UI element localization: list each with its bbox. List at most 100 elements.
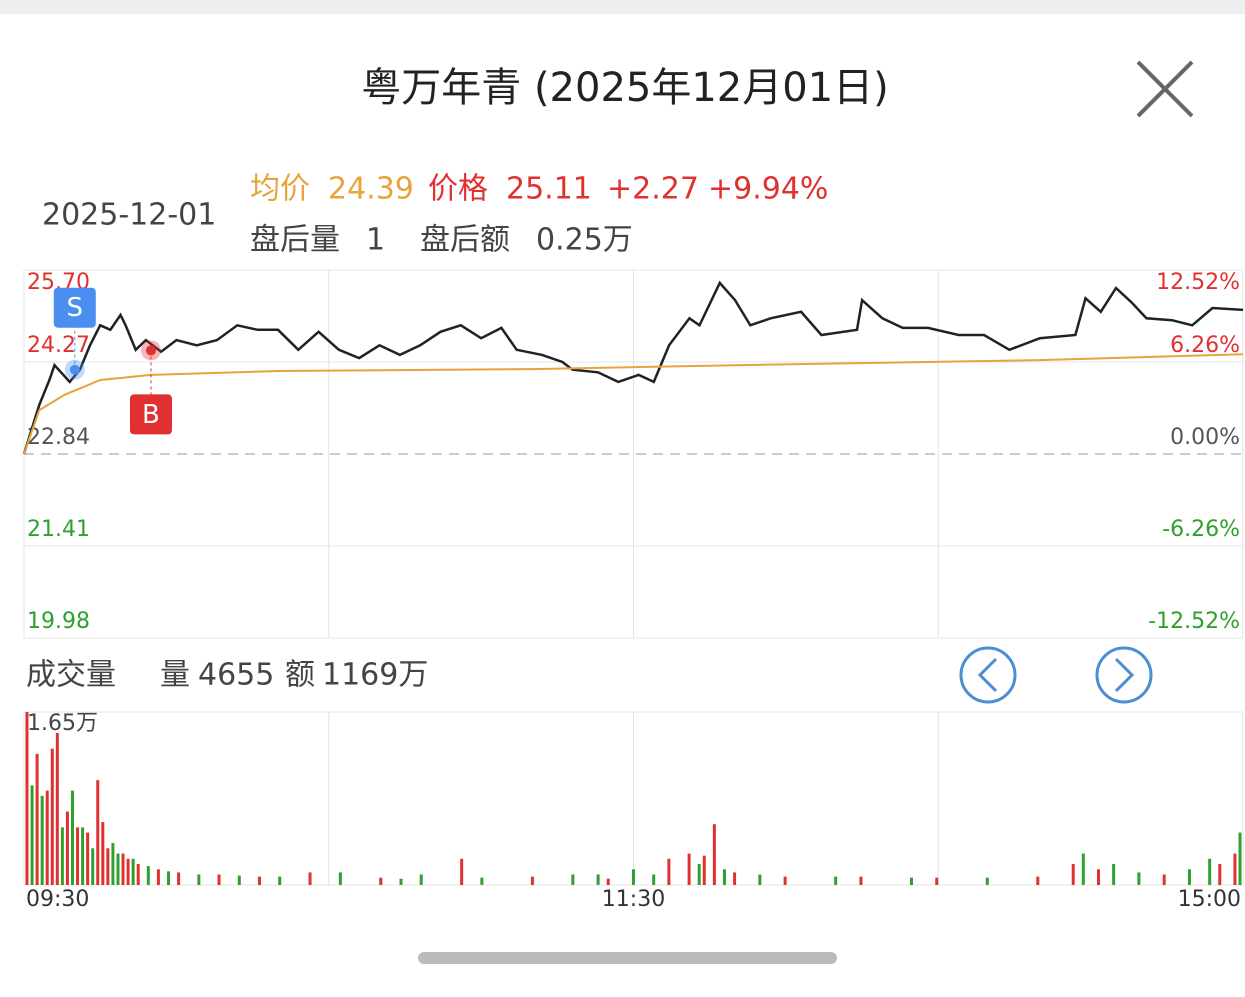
volume-title: 成交量 [26, 658, 116, 693]
volume-bar [126, 858, 130, 885]
volume-bar [460, 858, 464, 885]
date: 2025-12-01 [42, 198, 216, 233]
volume-bar [1081, 853, 1085, 885]
close-button[interactable] [1136, 60, 1194, 118]
next-circle [1095, 646, 1153, 704]
volume-bar [722, 869, 726, 885]
volume-bar [783, 876, 787, 885]
volume-bar [96, 780, 100, 885]
volume-bar [217, 874, 221, 885]
x-tick-label: 11:30 [602, 887, 665, 912]
y-tick-label: 1.65万 [27, 711, 98, 736]
y-tick-label: 21.41 [27, 517, 90, 542]
volume-bar [1137, 872, 1141, 885]
volume-bar [177, 872, 181, 885]
price-value: 25.11 [506, 172, 592, 207]
volume-bar [106, 848, 110, 885]
after-amount-label: 盘后额 [420, 223, 510, 258]
y2-tick-label: -6.26% [1162, 517, 1240, 542]
volume-bar [399, 878, 403, 885]
trade-dot [145, 345, 156, 356]
volume-bar [111, 843, 115, 885]
volume-bar [45, 790, 49, 885]
y-tick-label: 24.27 [27, 333, 90, 358]
change-pct: +9.94% [708, 172, 828, 207]
trade-badge [53, 287, 96, 328]
y-tick-label: 22.84 [27, 425, 90, 450]
amount-label: 额 [285, 658, 315, 693]
volume-bar [70, 790, 74, 885]
charts: 25.7024.2722.8421.4119.9812.52%6.26%0.00… [22, 269, 1244, 912]
volume-bar [101, 822, 105, 885]
volume-bar [1096, 869, 1100, 885]
volume-bar [480, 877, 484, 885]
volume-bar [758, 874, 762, 885]
volume-bar [86, 832, 90, 885]
volume-bar [985, 877, 989, 885]
prev-circle [959, 646, 1017, 704]
volume-bar [909, 877, 913, 885]
volume-bar [379, 877, 383, 885]
volume-bar [40, 795, 44, 885]
volume-bar [338, 872, 342, 885]
volume-bar [167, 871, 171, 885]
volume-bar [146, 866, 150, 885]
volume-bar [1162, 874, 1166, 885]
change: +2.27 [607, 172, 699, 207]
volume-bar [1238, 832, 1242, 885]
volume-bar [606, 878, 610, 885]
volume-bar [702, 855, 706, 885]
x-tick-label: 09:30 [26, 887, 89, 912]
next-arrow [1114, 657, 1135, 693]
prev-arrow [977, 657, 998, 693]
volume-bar [1112, 864, 1116, 885]
volume-bar [121, 853, 125, 885]
avg-value: 24.39 [328, 172, 414, 207]
price-label: 价格 [428, 172, 488, 207]
volume-bar [131, 858, 135, 885]
volume-bar [712, 824, 716, 885]
volume-bar [55, 732, 59, 885]
prev-button[interactable] [959, 646, 1017, 704]
volume-bar [571, 874, 575, 885]
volume-bar [419, 874, 423, 885]
volume-bar [60, 827, 64, 885]
volume-bar [30, 785, 34, 885]
volume-bar [237, 875, 241, 885]
after-volume: 1 [366, 223, 385, 258]
close-stroke [1136, 60, 1194, 118]
volume-bar [197, 874, 201, 885]
volume-bar [632, 869, 635, 885]
volume-bar [116, 853, 120, 885]
volume-bar [859, 876, 863, 885]
volume-bar [156, 869, 160, 885]
volume-bar [1071, 864, 1075, 885]
volume-bar [1218, 864, 1222, 885]
top-strip [0, 0, 1245, 14]
avg-label: 均价 [250, 172, 310, 207]
volume-bar [25, 712, 29, 885]
volume-bar [76, 827, 80, 885]
trade-badge [129, 394, 172, 435]
volume-bar [257, 876, 261, 885]
price-line [23, 353, 1244, 455]
y2-tick-label: -12.52% [1148, 609, 1240, 634]
volume-bar [687, 853, 691, 885]
trade-dot [69, 364, 80, 375]
title: 粤万年青 (2025年12月01日) [361, 65, 889, 111]
next-button[interactable] [1095, 646, 1153, 704]
volume-bar [91, 848, 95, 885]
volume-bar [1036, 876, 1040, 885]
volume-bar [667, 858, 671, 885]
volume-bar [1233, 853, 1237, 885]
volume-bar [50, 748, 54, 885]
volume-bar [530, 876, 534, 885]
y2-tick-label: 0.00% [1170, 425, 1240, 450]
volume-bar [697, 864, 701, 885]
home-indicator [418, 952, 837, 964]
trade-label: B [142, 400, 160, 430]
volume-bar [308, 872, 312, 885]
y2-tick-label: 12.52% [1156, 270, 1240, 295]
volume-bar [65, 811, 69, 885]
volume-bar [652, 874, 656, 885]
